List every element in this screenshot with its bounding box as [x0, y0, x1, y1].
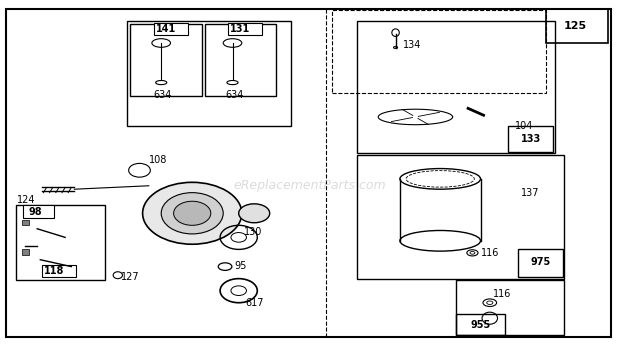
Text: 116: 116	[493, 289, 512, 299]
Text: 634: 634	[153, 89, 172, 100]
Bar	[154, 23, 188, 35]
Bar	[22, 220, 29, 225]
Bar	[508, 126, 553, 152]
Text: 133: 133	[521, 134, 541, 144]
Bar	[127, 21, 291, 126]
Text: 125: 125	[564, 21, 587, 31]
Text: 975: 975	[531, 257, 551, 267]
Text: 95: 95	[234, 260, 247, 271]
Text: 98: 98	[29, 206, 42, 217]
Text: 137: 137	[521, 187, 539, 198]
Text: 124: 124	[17, 194, 35, 205]
Text: 108: 108	[149, 155, 167, 165]
Bar	[546, 9, 608, 43]
Bar	[456, 314, 505, 335]
Bar	[16, 205, 105, 280]
Text: 141: 141	[156, 24, 176, 34]
Bar	[23, 205, 54, 218]
Bar	[42, 265, 76, 277]
Text: eReplacementParts.com: eReplacementParts.com	[234, 179, 386, 192]
Text: 130: 130	[244, 227, 262, 237]
Ellipse shape	[393, 46, 398, 49]
Bar	[456, 280, 564, 335]
Ellipse shape	[143, 182, 242, 244]
Text: 104: 104	[515, 120, 533, 131]
Text: 127: 127	[121, 272, 140, 282]
Bar	[22, 249, 29, 255]
Ellipse shape	[161, 193, 223, 234]
Text: 617: 617	[245, 298, 264, 308]
Ellipse shape	[174, 201, 211, 225]
Bar	[356, 155, 564, 279]
Bar	[332, 10, 546, 93]
Bar	[130, 24, 202, 96]
Text: 116: 116	[480, 248, 499, 258]
Bar	[205, 24, 276, 96]
Text: 134: 134	[403, 40, 422, 51]
Text: 955: 955	[471, 320, 490, 330]
Text: 131: 131	[231, 24, 250, 34]
Ellipse shape	[239, 204, 270, 223]
Bar	[518, 249, 563, 277]
Bar	[228, 23, 262, 35]
Bar	[356, 21, 555, 153]
Text: 118: 118	[45, 266, 64, 276]
Text: 634: 634	[225, 89, 244, 100]
